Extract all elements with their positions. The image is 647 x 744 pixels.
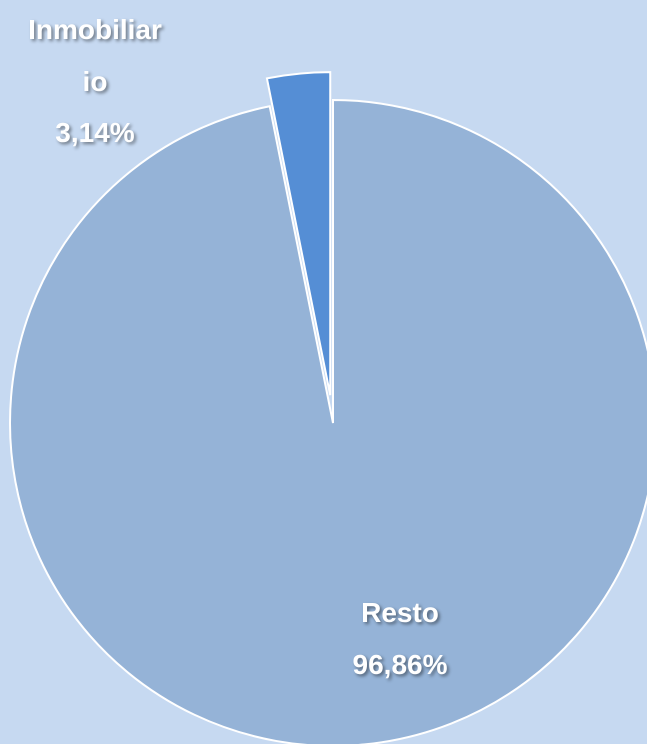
slice-value-label: 96,86% [352,649,448,680]
slice-value-label: 3,14% [55,117,135,148]
slice-category-label: Resto [361,597,439,628]
pie-slice [9,98,647,744]
pie-slice [265,71,332,396]
slice-category-label: Inmobiliario [28,14,162,97]
